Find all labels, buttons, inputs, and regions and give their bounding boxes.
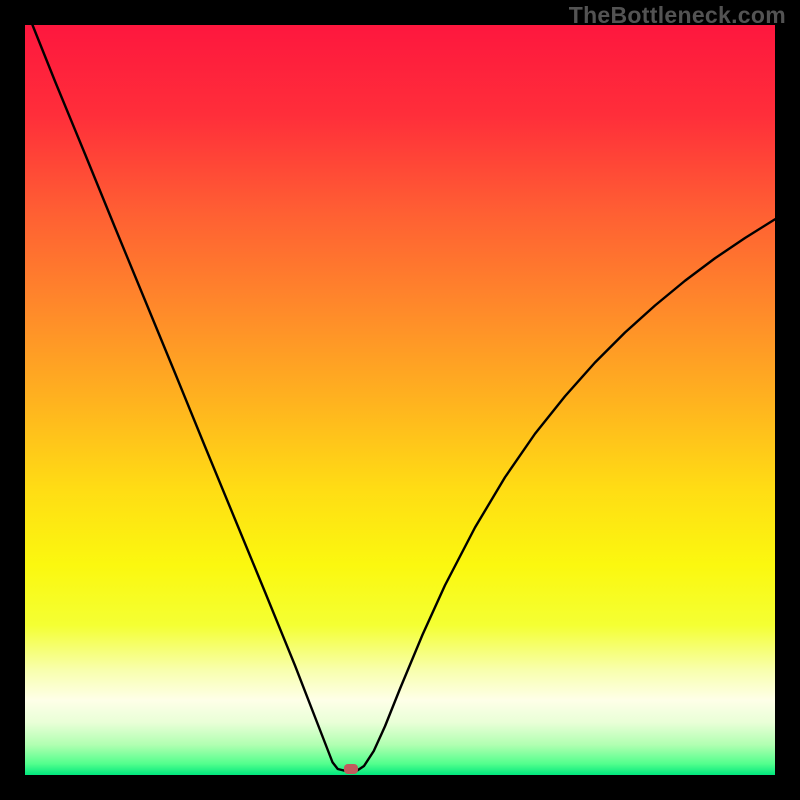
bottleneck-curve [33,25,776,771]
curve-svg [0,0,800,800]
chart-frame: TheBottleneck.com [0,0,800,800]
min-marker [344,764,358,774]
watermark-text: TheBottleneck.com [569,2,786,29]
